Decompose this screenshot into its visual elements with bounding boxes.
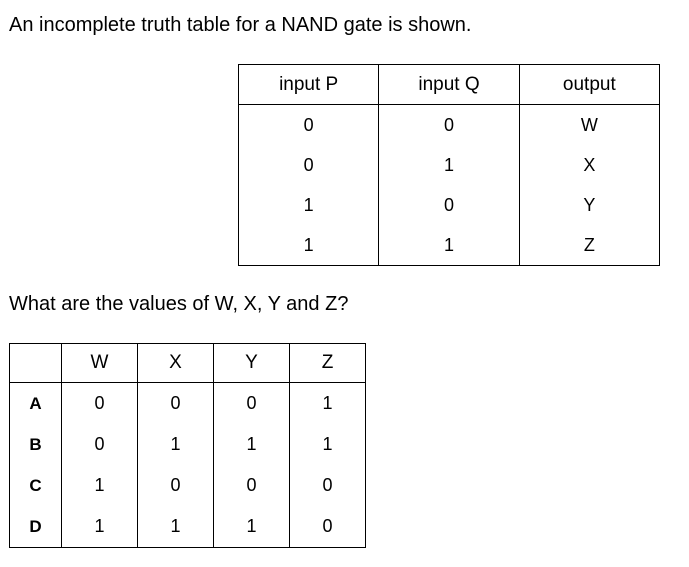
truth-table-header-row: input P input Q output: [237, 64, 661, 105]
answer-table-header-row: W X Y Z: [9, 343, 366, 383]
cell-w: 1: [61, 465, 138, 506]
cell-input-q: 0: [378, 185, 520, 225]
cell-y: 1: [213, 424, 290, 465]
cell-y: 0: [213, 465, 290, 506]
cell-w: 0: [61, 382, 138, 424]
cell-input-p: 1: [237, 185, 380, 225]
answer-option-b[interactable]: B 0 1 1 1: [9, 424, 366, 465]
answer-option-c[interactable]: C 1 0 0 0: [9, 465, 366, 506]
cell-input-p: 0: [237, 104, 380, 145]
cell-x: 1: [137, 424, 214, 465]
truth-table-row: 1 0 Y: [237, 185, 661, 225]
truth-table-row: 0 1 X: [237, 145, 661, 185]
header-w: W: [61, 343, 138, 383]
cell-w: 1: [61, 506, 138, 548]
cell-x: 0: [137, 382, 214, 424]
cell-input-q: 1: [378, 145, 520, 185]
option-label: C: [9, 465, 62, 506]
truth-table-row: 0 0 W: [237, 104, 661, 145]
cell-z: 1: [289, 382, 366, 424]
cell-z: 0: [289, 506, 366, 548]
cell-y: 0: [213, 382, 290, 424]
answer-option-d[interactable]: D 1 1 1 0: [9, 506, 366, 548]
header-z: Z: [289, 343, 366, 383]
cell-z: 1: [289, 424, 366, 465]
cell-input-q: 0: [378, 104, 520, 145]
header-x: X: [137, 343, 214, 383]
cell-output: Z: [518, 225, 661, 266]
question-text: What are the values of W, X, Y and Z?: [9, 293, 349, 315]
option-label: A: [9, 382, 62, 424]
option-label: D: [9, 506, 62, 548]
cell-y: 1: [213, 506, 290, 548]
header-input-q: input Q: [378, 64, 520, 105]
header-y: Y: [213, 343, 290, 383]
truth-table-row: 1 1 Z: [237, 225, 661, 266]
corner-cell: [9, 343, 62, 383]
answer-option-a[interactable]: A 0 0 0 1: [9, 382, 366, 424]
header-output: output: [518, 64, 661, 105]
option-label: B: [9, 424, 62, 465]
cell-x: 0: [137, 465, 214, 506]
truth-table: input P input Q output 0 0 W 0 1 X 1 0 Y…: [237, 64, 661, 266]
intro-text: An incomplete truth table for a NAND gat…: [9, 14, 472, 36]
cell-input-p: 0: [237, 145, 380, 185]
cell-z: 0: [289, 465, 366, 506]
answer-table: W X Y Z A 0 0 0 1 B 0 1 1 1 C 1 0 0 0 D: [9, 343, 366, 548]
cell-input-p: 1: [237, 225, 380, 266]
cell-output: W: [518, 104, 661, 145]
cell-x: 1: [137, 506, 214, 548]
cell-w: 0: [61, 424, 138, 465]
cell-output: Y: [518, 185, 661, 225]
cell-output: X: [518, 145, 661, 185]
header-input-p: input P: [237, 64, 380, 105]
cell-input-q: 1: [378, 225, 520, 266]
